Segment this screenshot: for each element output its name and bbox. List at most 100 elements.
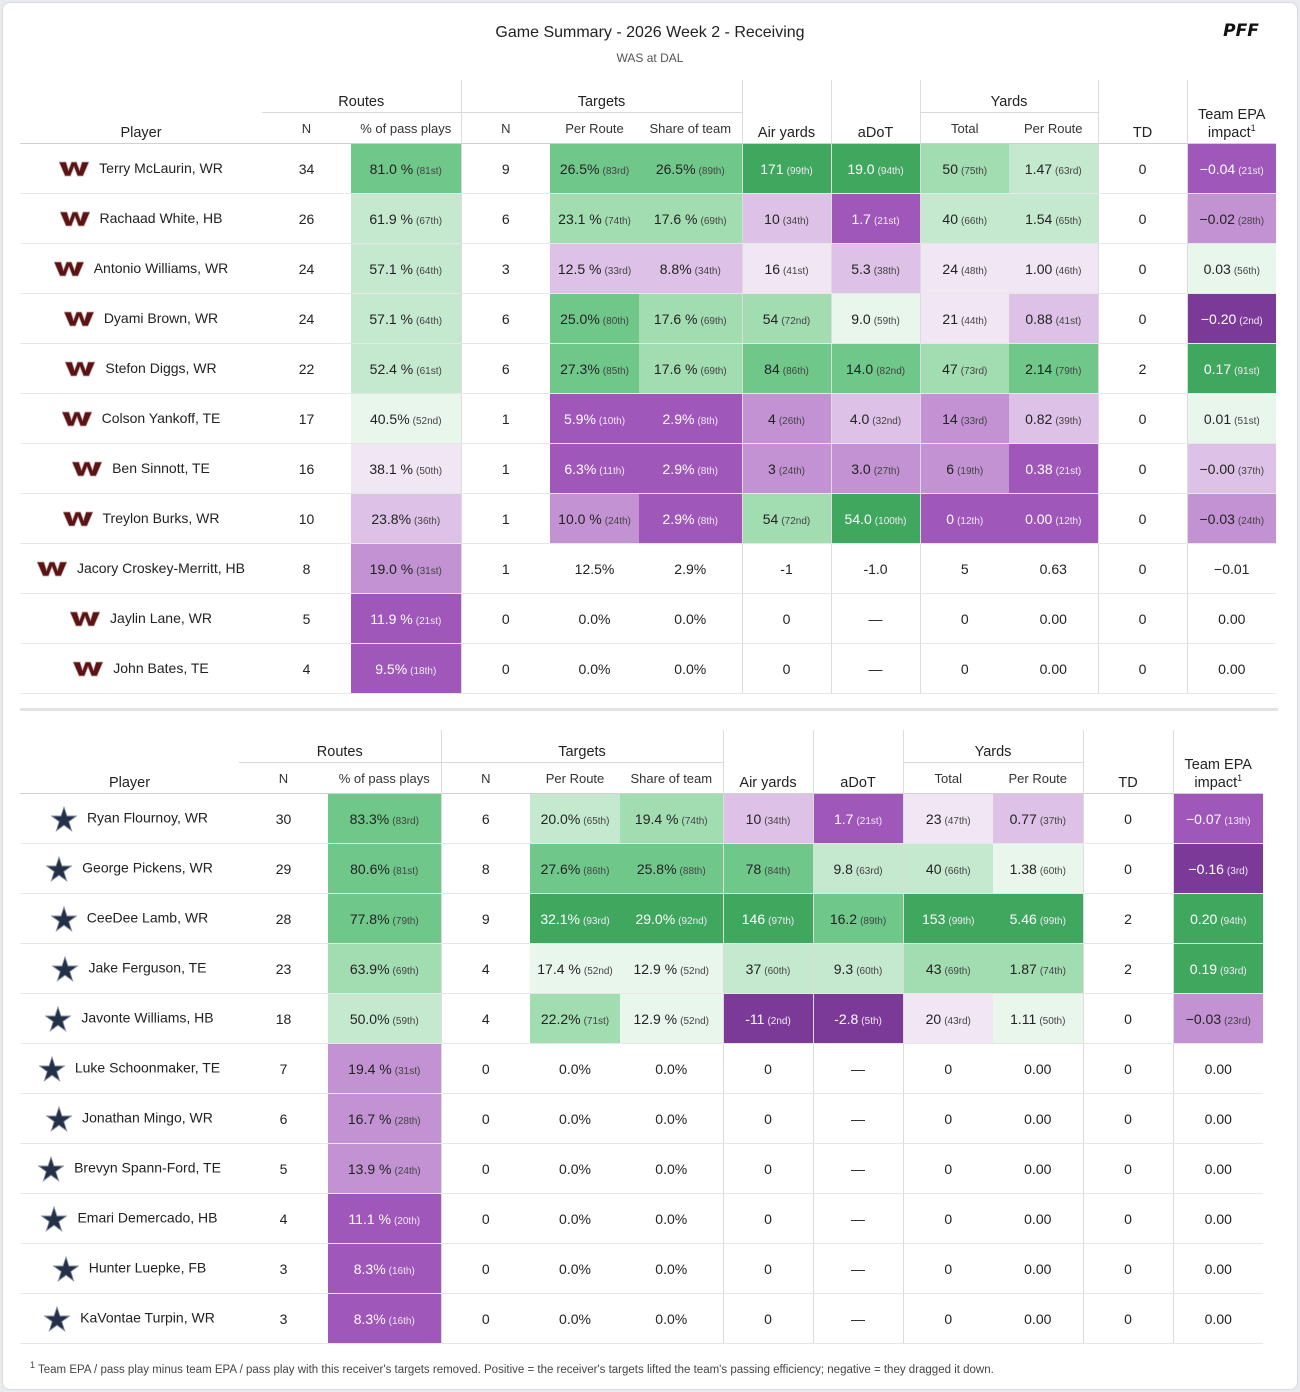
share-percentile: (8th) xyxy=(697,515,718,527)
per-route-value: 12.5% xyxy=(574,560,615,577)
yards-per-route-cell: 0.00 xyxy=(993,1193,1084,1244)
yards-total-value: 0 xyxy=(944,1060,953,1077)
team-epa-header: Team EPA impact1 xyxy=(1186,80,1277,144)
pff-logo-icon: PFF xyxy=(1223,21,1259,40)
yards-total-cell: 40 (66th) xyxy=(902,843,994,894)
yards-group-header: Yards xyxy=(919,80,1099,113)
yards-per-route-value: 0.00 xyxy=(1024,1060,1052,1077)
air-yards-cell: 0 xyxy=(722,1293,814,1344)
air-yards-cell: -11 (2nd) xyxy=(722,993,814,1044)
dal-receiving-table: Player Routes Targets Air yards aDoT Yards TD T… xyxy=(20,730,1300,1344)
routes-n-cell: 8 xyxy=(262,543,351,594)
adot-value: -1.0 xyxy=(863,560,888,577)
air-yards-cell: 0 xyxy=(722,1093,814,1144)
air-yards-value: 3 xyxy=(768,460,776,477)
epa-value: 0.00 xyxy=(1204,1060,1232,1077)
adot-percentile: (100th) xyxy=(874,515,907,527)
share-percentile: (34th) xyxy=(694,265,721,277)
cowboys-star-icon xyxy=(45,1005,72,1032)
share-cell: 0.0% xyxy=(620,1193,724,1244)
adot-value: — xyxy=(851,1160,866,1177)
adot-cell: -2.8 (5th) xyxy=(812,993,904,1044)
epa-cell: 0.00 xyxy=(1186,593,1277,644)
per-route-value: 12.5 % xyxy=(557,260,602,277)
routes-pct-header: % of pass plays xyxy=(360,120,452,136)
share-cell: 2.9% (8th) xyxy=(639,443,743,494)
routes-n-value: 23 xyxy=(275,960,292,977)
targets-n-cell: 4 xyxy=(440,943,531,994)
td-value: 0 xyxy=(1124,860,1132,877)
adot-cell: 16.2 (89th) xyxy=(812,893,904,944)
cowboys-star-icon xyxy=(46,855,73,882)
cowboys-star-icon xyxy=(41,1205,68,1232)
adot-cell: — xyxy=(812,1093,904,1144)
adot-value: 16.2 xyxy=(829,910,858,927)
adot-percentile: (59th) xyxy=(873,315,900,327)
epa-value: 0.03 xyxy=(1203,260,1231,277)
td-value: 0 xyxy=(1138,160,1147,177)
share-cell: 0.0% xyxy=(620,1093,724,1144)
share-cell: 17.6 % (69th) xyxy=(639,343,743,394)
table-row: Javonte Williams, HB 18 50.0% (59th) 4 22.2%(… xyxy=(20,993,1300,1044)
epa-percentile: (56th) xyxy=(1233,265,1260,277)
routes-n-cell: 24 xyxy=(262,293,351,344)
footnote-text: Team EPA / pass play minus team EPA / pa… xyxy=(38,1363,994,1376)
share-percentile: (74th) xyxy=(681,815,708,827)
per-route-cell: 0.0% xyxy=(530,1093,621,1144)
epa-cell: 0.00 xyxy=(1172,1293,1264,1344)
per-route-value: 6.3% xyxy=(564,460,597,477)
share-value: 2.9% xyxy=(674,560,707,577)
air-yards-cell: 4 (26th) xyxy=(741,393,832,444)
yards-total-value: 0 xyxy=(944,1260,953,1277)
table-row: Jake Ferguson, TE 23 63.9% (69th) 4 17.4 % (52… xyxy=(20,943,1300,994)
epa-cell: 0.00 xyxy=(1172,1243,1264,1294)
yards-total-cell: 40 (66th) xyxy=(919,193,1010,244)
targets-n-value: 0 xyxy=(481,1160,490,1177)
yards-total-percentile: (69th) xyxy=(944,965,971,977)
player-cell: Rachaad White, HB xyxy=(20,193,262,244)
epa-value: −0.02 xyxy=(1199,210,1235,227)
routes-n-cell: 10 xyxy=(262,493,351,544)
air-yards-percentile: (86th) xyxy=(782,365,809,377)
routes-pct-cell: 13.9 % (24th) xyxy=(328,1143,442,1194)
yards-total-cell: 24 (48th) xyxy=(919,243,1010,294)
per-route-cell: 12.5% xyxy=(550,543,640,594)
epa-cell: 0.00 xyxy=(1172,1193,1264,1244)
per-route-cell: 32.1% (93rd) xyxy=(530,893,621,944)
routes-pct-cell: 57.1 % (64th) xyxy=(351,293,462,344)
yards-group-header: Yards xyxy=(902,730,1084,763)
yards-per-route-value: 0.63 xyxy=(1039,560,1067,577)
yards-total-cell: 20 (43rd) xyxy=(902,993,994,1044)
routes-n-value: 30 xyxy=(275,810,292,827)
per-route-cell: 10.0 % (24th) xyxy=(550,493,640,544)
yards-per-route-percentile: (74th) xyxy=(1039,965,1066,977)
yards-per-route-percentile: (65th) xyxy=(1055,215,1082,227)
td-value: 2 xyxy=(1138,360,1147,377)
table-row: Treylon Burks, WR 10 23.8% (36th) 1 10.0 % (24… xyxy=(20,493,1300,544)
player-name: Jaylin Lane, WR xyxy=(110,609,212,626)
td-value: 0 xyxy=(1124,1160,1132,1177)
air-yards-value: 0 xyxy=(764,1260,772,1277)
table-row: Stefon Diggs, WR 22 52.4 % (61st) 6 27.3% (85t… xyxy=(20,343,1300,394)
td-cell: 0 xyxy=(1097,643,1188,694)
routes-n-cell: 28 xyxy=(239,893,328,944)
share-percentile: (52nd) xyxy=(680,1015,710,1027)
epa-percentile: (51st) xyxy=(1234,415,1260,427)
air-yards-percentile: (84th) xyxy=(764,865,791,877)
routes-n-cell: 24 xyxy=(262,243,351,294)
share-cell: 0.0% xyxy=(620,1243,724,1294)
td-value: 0 xyxy=(1124,1260,1132,1277)
commanders-logo-icon xyxy=(65,361,96,377)
share-value: 0.0% xyxy=(655,1060,688,1077)
yards-total-percentile: (44th) xyxy=(960,315,988,327)
yards-total-value: 0 xyxy=(944,1160,953,1177)
epa-percentile: (91st) xyxy=(1234,365,1260,377)
td-value: 0 xyxy=(1138,510,1147,527)
per-route-value: 22.2% xyxy=(540,1010,581,1027)
adot-value: 3.0 xyxy=(851,460,871,477)
yards-per-route-cell: 0.77 (37th) xyxy=(993,793,1084,844)
share-value: 8.8% xyxy=(659,260,692,277)
yards-total-value: 50 xyxy=(942,160,958,177)
player-name: Stefon Diggs, WR xyxy=(105,359,217,376)
routes-pct-value: 77.8% xyxy=(349,910,390,927)
